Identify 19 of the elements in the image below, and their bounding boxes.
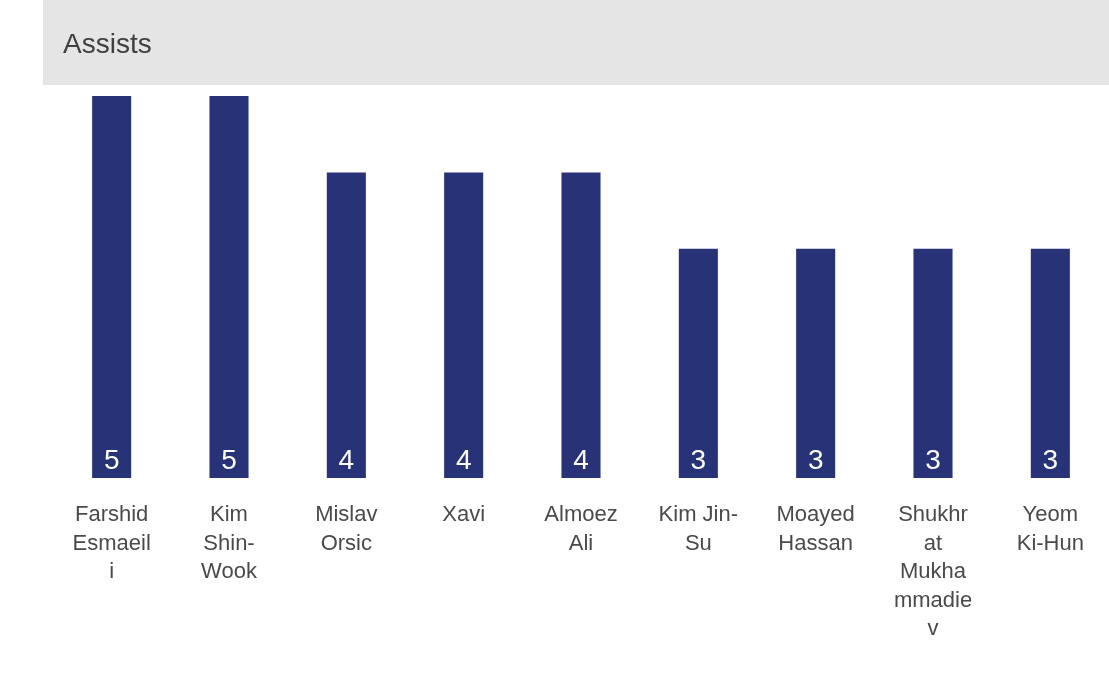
data-label: 5 [103,444,120,475]
data-label: 3 [1042,444,1059,475]
data-label: 4 [573,444,589,475]
x-tick-label: Xavi [442,501,486,526]
x-tick-label: Yeom Ki-Hun [1016,501,1084,555]
data-label: 4 [455,444,472,475]
x-tick-label: Almoez Ali [544,501,618,555]
x-tick-label: Farshid Esmaeili [72,501,151,584]
x-tick-label: Kim Jin-Su [658,501,739,555]
x-tick-label: Moayed Hassan [776,501,855,555]
data-label: 4 [338,444,355,475]
chart-title: Assists [63,27,152,59]
data-label: 3 [690,444,707,475]
data-label: 3 [807,444,824,475]
data-label: 3 [925,444,941,475]
x-tick-label: Kim Shin-Wook [201,501,258,584]
x-tick-label: Shukhrat Mukhammadiev [893,501,973,641]
x-tick-label: Mislav Orsic [315,501,378,555]
data-label: 5 [221,444,237,475]
